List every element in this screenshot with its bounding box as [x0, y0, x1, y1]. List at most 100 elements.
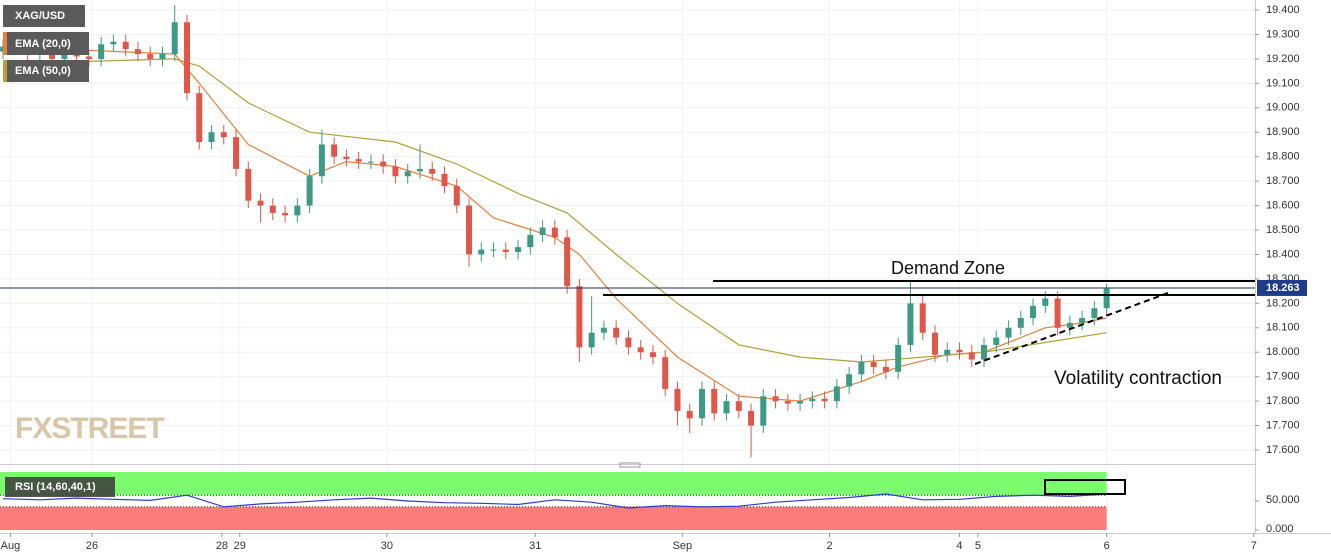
- y-tick-label: 50.000: [1266, 494, 1300, 506]
- candle-body: [907, 303, 914, 345]
- candle-body: [466, 205, 473, 255]
- candle-body: [981, 344, 988, 360]
- candle-body: [797, 401, 804, 404]
- annotation: Demand Zone: [891, 258, 1005, 278]
- y-tick-label: 18.200: [1266, 297, 1300, 309]
- pane-resize-handle[interactable]: [619, 462, 641, 468]
- x-tick-label: 30: [381, 540, 393, 552]
- ema-line: [3, 58, 1107, 363]
- candle-body: [711, 388, 718, 414]
- legend-box: [3, 60, 89, 82]
- y-tick-label: 18.800: [1266, 151, 1300, 163]
- candle-body: [993, 337, 1000, 345]
- candle-body: [858, 362, 865, 375]
- candle-body: [183, 22, 190, 94]
- trend-line: [974, 292, 1169, 365]
- candle-body: [306, 176, 313, 206]
- candle-body: [527, 234, 534, 248]
- candle-body: [196, 93, 203, 143]
- y-tick-label: 18.700: [1266, 175, 1300, 187]
- x-tick-label: 29: [234, 540, 246, 552]
- candle-body: [1017, 318, 1024, 328]
- legend-box: [5, 477, 115, 497]
- candle-body: [735, 401, 742, 411]
- candle-body: [490, 249, 497, 251]
- y-tick-label: 18.900: [1266, 126, 1300, 138]
- grid: [0, 0, 1255, 533]
- candle-body: [515, 247, 522, 253]
- candle-body: [821, 398, 828, 402]
- candle-body: [760, 396, 767, 426]
- candle-body: [502, 249, 509, 253]
- y-tick-label: 0.000: [1266, 523, 1294, 535]
- y-tick-label: 17.900: [1266, 371, 1300, 383]
- x-tick-label: 26: [86, 540, 98, 552]
- y-tick-label: 18.000: [1266, 346, 1300, 358]
- legend: XAG/USD EMA (20,0) EMA (50,0) RSI (14,60…: [3, 5, 115, 497]
- candle-body: [956, 349, 963, 353]
- y-tick-label: 18.500: [1266, 224, 1300, 236]
- candle-body: [404, 171, 411, 177]
- y-tick-label: 19.200: [1266, 53, 1300, 65]
- ema-lines: [3, 46, 1107, 402]
- candle-body: [968, 352, 975, 360]
- x-tick-label: 4: [956, 540, 962, 552]
- watermark: FXSTREET: [15, 412, 164, 445]
- x-tick-label: Aug: [1, 540, 21, 552]
- y-tick-label: 19.400: [1266, 4, 1300, 16]
- candle-body: [367, 161, 374, 163]
- candle-body: [564, 237, 571, 287]
- candle-body: [269, 205, 276, 213]
- candle-body: [588, 332, 595, 348]
- candle-body: [833, 386, 840, 402]
- rsi-lower-band: [0, 506, 1107, 530]
- candle-body: [882, 366, 889, 372]
- last-price-label: 18.263: [1266, 282, 1300, 294]
- candle-body: [441, 173, 448, 187]
- rsi-line: [3, 493, 1107, 509]
- candle-body: [600, 327, 607, 333]
- candle-body: [931, 332, 938, 355]
- candle-body: [233, 137, 240, 169]
- candle-body: [147, 54, 154, 59]
- candle-body: [576, 286, 583, 348]
- candles: [0, 5, 1255, 458]
- y-tick-label: 18.600: [1266, 199, 1300, 211]
- candle-body: [772, 396, 779, 402]
- x-tick-label: 7: [1251, 540, 1257, 552]
- y-tick-label: 19.100: [1266, 77, 1300, 89]
- rsi-label: RSI (14,60,40,1): [15, 481, 96, 493]
- axes: 17.600 17.700 17.800 17.900 18.000 18.100 18.2…: [1, 4, 1307, 552]
- y-tick-label: 18.400: [1266, 248, 1300, 260]
- x-tick-label: Sep: [673, 540, 693, 552]
- candle-body: [478, 249, 485, 255]
- x-tick-label: 2: [826, 540, 832, 552]
- candle-body: [662, 357, 669, 389]
- y-tick-label: 18.100: [1266, 322, 1300, 334]
- candle-body: [1066, 322, 1073, 328]
- candle-body: [944, 349, 951, 355]
- candle-body: [1054, 298, 1061, 328]
- candle-body: [392, 166, 399, 177]
- candle-body: [846, 374, 853, 387]
- legend-symbol: XAG/USD: [15, 10, 65, 22]
- candle-body: [343, 156, 350, 160]
- candle-body: [282, 212, 289, 216]
- candle-body: [98, 44, 105, 59]
- candle-body: [85, 56, 92, 59]
- last-price-box: [1257, 279, 1307, 296]
- candle-body: [698, 388, 705, 419]
- x-tick-label: 31: [529, 540, 541, 552]
- candle-body: [723, 401, 730, 414]
- candle-body: [110, 41, 117, 45]
- candle-body: [134, 49, 141, 55]
- candle-body: [686, 410, 693, 419]
- candle-body: [1103, 288, 1110, 309]
- y-tick-label: 19.000: [1266, 102, 1300, 114]
- candle-body: [355, 159, 362, 162]
- candle-body: [416, 168, 423, 172]
- candle-body: [208, 132, 215, 143]
- candle-body: [748, 410, 755, 426]
- legend-label: EMA (50,0): [15, 65, 71, 77]
- candle-body: [380, 161, 387, 167]
